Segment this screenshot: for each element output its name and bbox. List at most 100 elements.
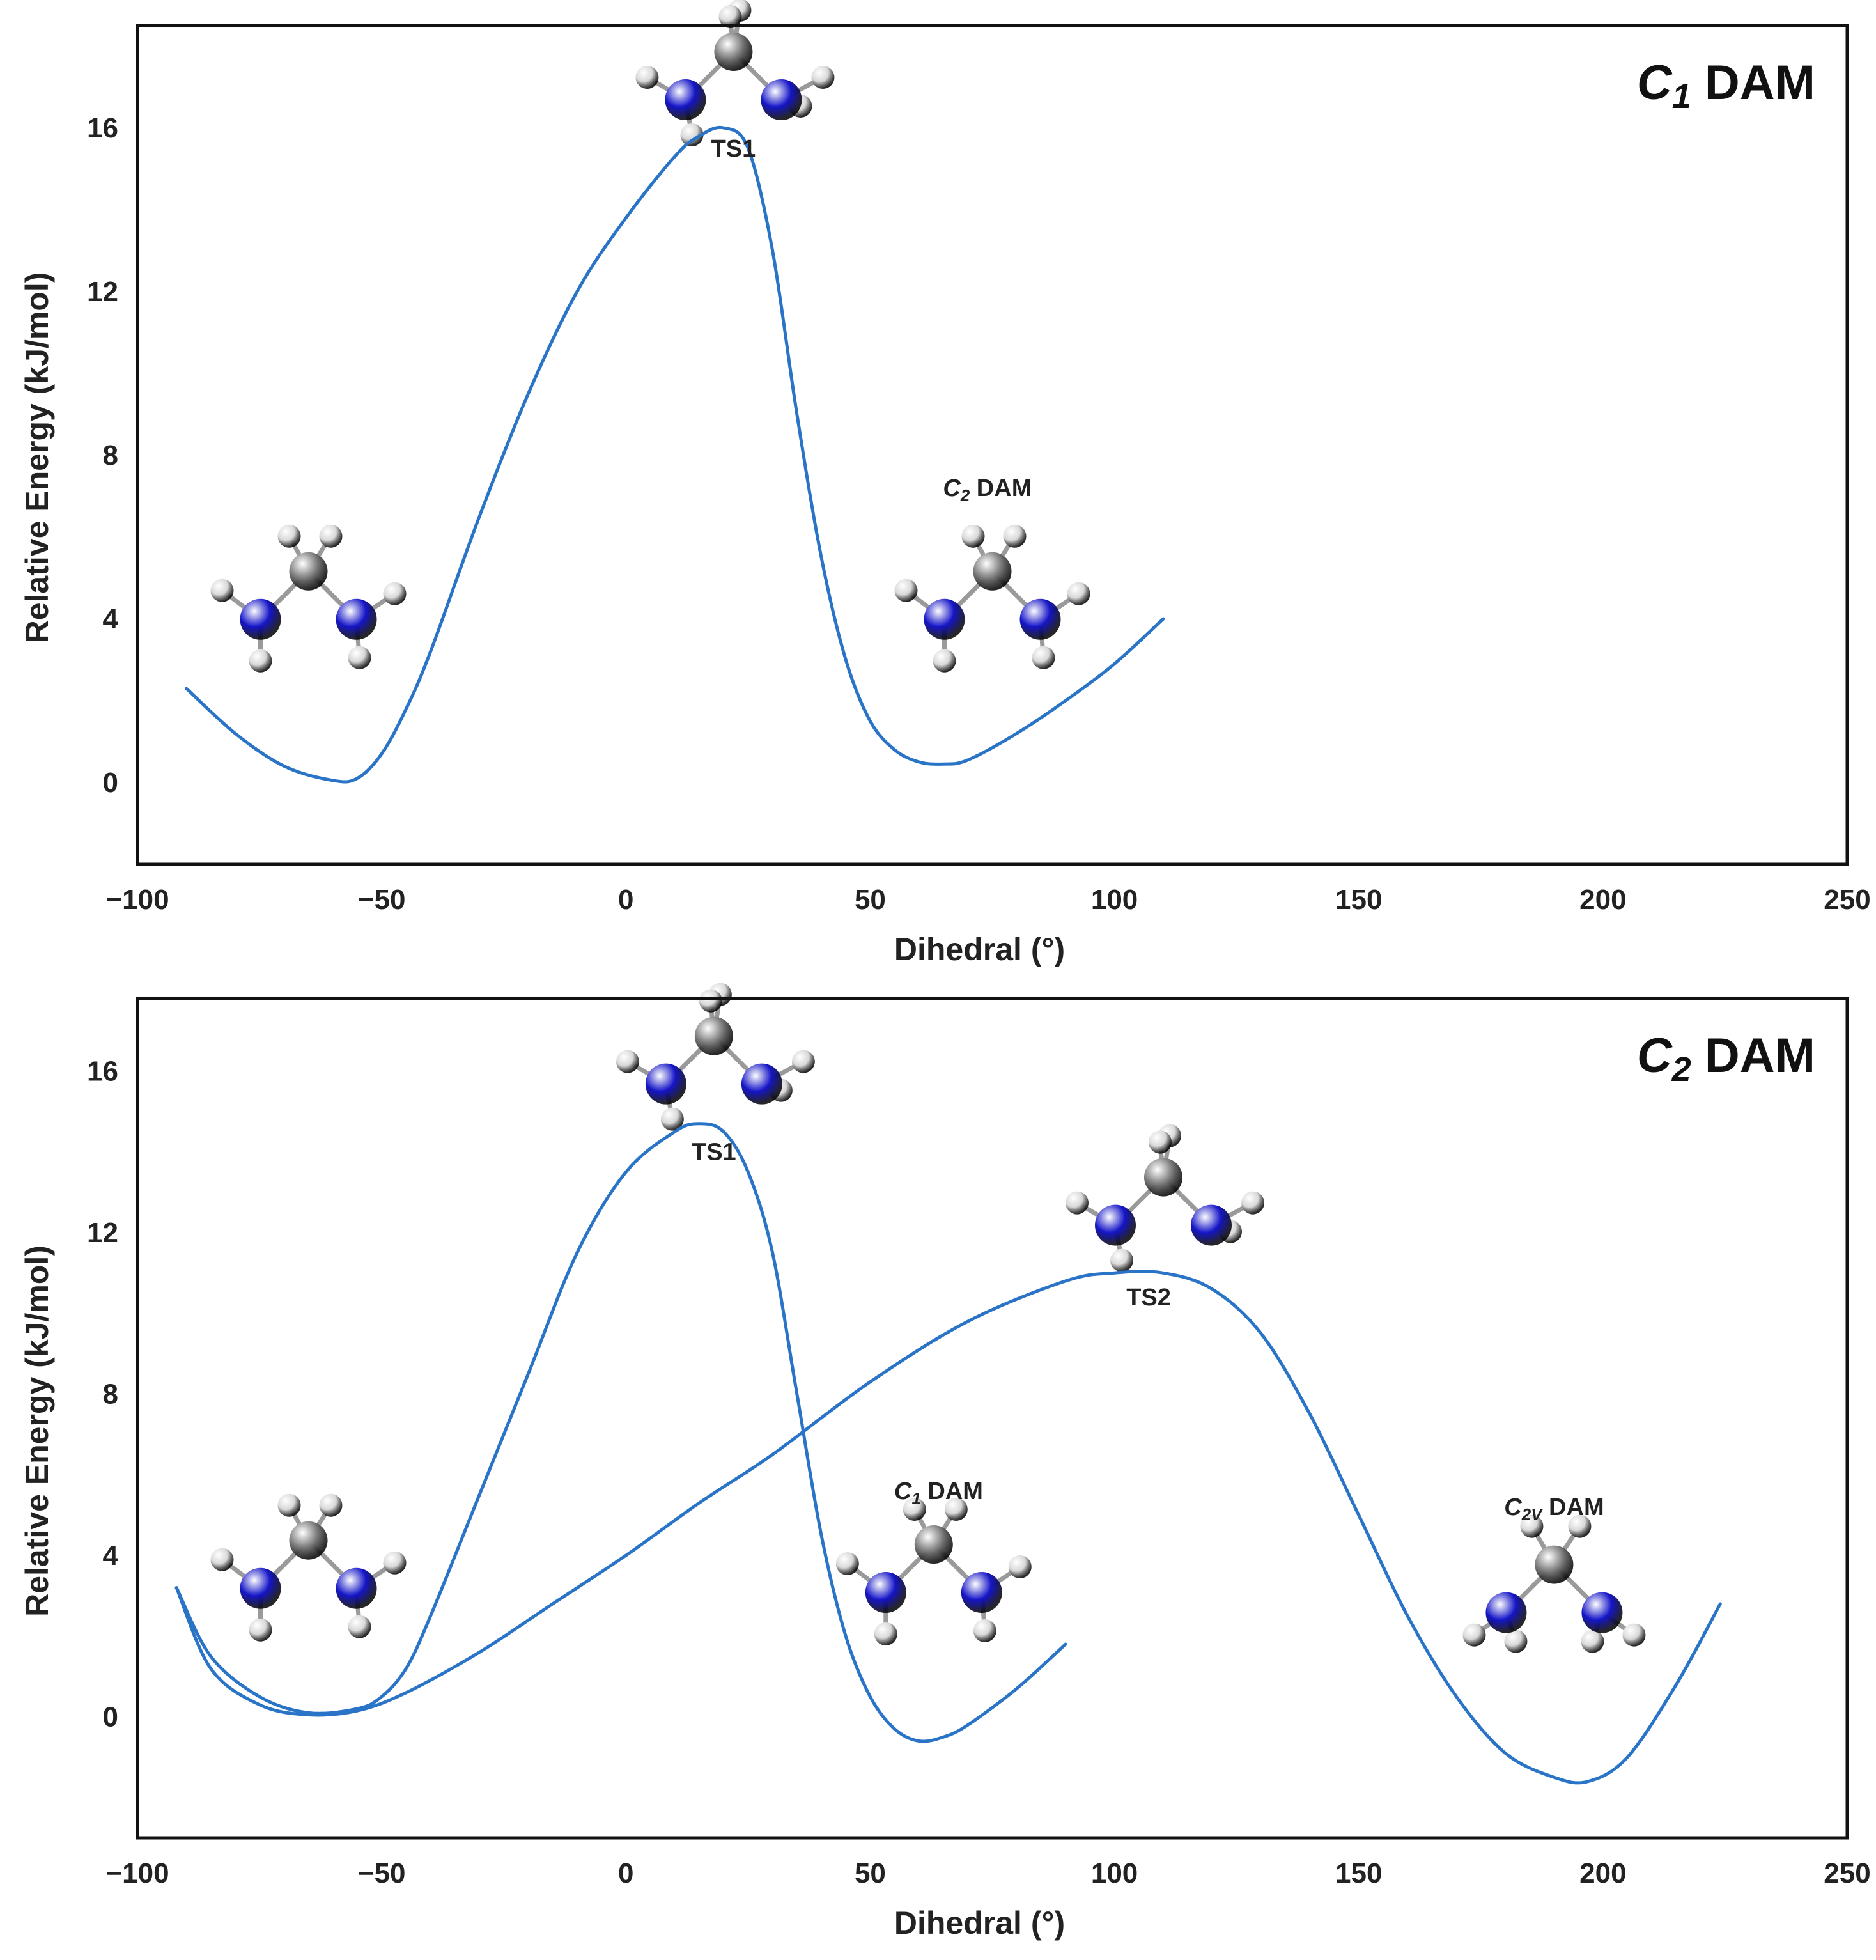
hydrogen-atom <box>319 524 343 548</box>
nitrogen-atom <box>741 1063 782 1105</box>
molecule-images <box>210 0 1090 673</box>
nitrogen-atom <box>761 79 802 120</box>
x-tick-label: −50 <box>358 884 406 915</box>
hydrogen-atom <box>1032 646 1055 669</box>
hydrogen-atom <box>894 579 918 602</box>
carbon-atom <box>714 33 753 71</box>
nitrogen-atom <box>645 1063 686 1105</box>
hydrogen-atom <box>973 1619 996 1642</box>
hydrogen-atom <box>1149 1130 1172 1154</box>
hydrogen-atom <box>699 989 722 1013</box>
carbon-atom <box>1535 1545 1574 1584</box>
x-axis-label: Dihedral (°) <box>894 1905 1065 1941</box>
annotation-c2v-dam: C2V DAM <box>1504 1494 1604 1524</box>
hydrogen-atom <box>718 5 742 28</box>
nitrogen-atom <box>865 1572 906 1613</box>
hydrogen-atom <box>791 1050 815 1073</box>
x-tick-label: 50 <box>855 884 886 915</box>
hydrogen-atom <box>1008 1555 1032 1578</box>
x-tick-label: 150 <box>1335 1858 1382 1889</box>
hydrogen-atom <box>383 1551 407 1575</box>
plot-frame <box>136 24 1849 866</box>
nitrogen-atom <box>961 1572 1002 1613</box>
hydrogen-atom <box>348 646 371 669</box>
x-tick-label: 100 <box>1091 1858 1138 1889</box>
y-tick-label: 12 <box>87 276 118 307</box>
x-tick-label: 100 <box>1091 884 1138 915</box>
panel-title: C1 DAM <box>1637 56 1815 116</box>
hydrogen-atom <box>249 1618 272 1642</box>
molecule-model <box>835 1498 1032 1645</box>
y-tick-label: 12 <box>87 1217 118 1248</box>
nitrogen-atom <box>1095 1204 1136 1246</box>
annotation-ts2: TS2 <box>1126 1284 1171 1311</box>
hydrogen-atom <box>210 579 234 602</box>
y-tick-label: 0 <box>103 1702 118 1733</box>
y-tick-label: 16 <box>87 1056 118 1087</box>
energy-curve-2 <box>174 1270 1722 1785</box>
nitrogen-atom <box>1019 598 1061 640</box>
hydrogen-atom <box>1520 1514 1544 1538</box>
panel-title: C2 DAM <box>1637 1029 1815 1089</box>
carbon-atom <box>289 552 328 591</box>
hydrogen-atom <box>874 1622 897 1645</box>
hydrogen-atom <box>1241 1191 1264 1215</box>
hydrogen-atom <box>1622 1623 1646 1647</box>
hydrogen-atom <box>635 66 659 89</box>
y-tick-label: 0 <box>103 767 118 798</box>
chart-panel-c1-dam: −100 −50 0 50 100 150 200 250 0 4 8 12 16 C1 DAM Di… <box>19 0 1871 967</box>
hydrogen-atom <box>348 1615 371 1638</box>
x-tick-label: 200 <box>1579 884 1626 915</box>
molecule-model <box>210 1493 407 1642</box>
x-axis-label: Dihedral (°) <box>894 931 1065 967</box>
chart-panel-c2-dam: −100 −50 0 50 100 150 200 250 0 4 8 12 16 C2 DAM Di… <box>19 983 1871 1941</box>
x-tick-label: 0 <box>618 1858 633 1889</box>
hydrogen-atom <box>210 1548 234 1571</box>
hydrogen-atom <box>277 524 301 548</box>
hydrogen-atom <box>319 1493 343 1517</box>
nitrogen-atom <box>1485 1592 1527 1633</box>
energy-curve-1 <box>174 1122 1067 1743</box>
x-tick-label: 250 <box>1824 884 1870 915</box>
x-tick-label: −100 <box>105 1858 169 1889</box>
y-tick-label: 4 <box>103 603 119 635</box>
hydrogen-atom <box>1568 1514 1592 1538</box>
annotation-ts1: TS1 <box>711 136 756 162</box>
y-tick-labels: 0 4 8 12 16 <box>87 113 118 798</box>
nitrogen-atom <box>240 598 281 640</box>
molecule-images <box>210 983 1646 1653</box>
x-tick-label: −50 <box>358 1858 406 1889</box>
molecule-model <box>210 524 407 673</box>
x-tick-label: 50 <box>855 1858 886 1889</box>
y-axis-label: Relative Energy (kJ/mol) <box>19 272 55 644</box>
carbon-atom <box>289 1521 328 1560</box>
hydrogen-atom <box>249 649 272 673</box>
y-tick-label: 8 <box>103 440 118 471</box>
hydrogen-atom <box>277 1493 301 1517</box>
carbon-atom <box>1144 1158 1182 1197</box>
carbon-atom <box>914 1525 953 1564</box>
hydrogen-atom <box>1504 1629 1528 1653</box>
nitrogen-atom <box>665 79 706 120</box>
energy-curve-1 <box>184 125 1165 784</box>
hydrogen-atom <box>1110 1248 1133 1272</box>
molecule-model <box>616 983 815 1131</box>
y-axis-label: Relative Energy (kJ/mol) <box>19 1245 55 1617</box>
nitrogen-atom <box>240 1567 281 1609</box>
hydrogen-atom <box>961 524 985 548</box>
molecule-model <box>1066 1124 1264 1272</box>
x-tick-labels: −100 −50 0 50 100 150 200 250 <box>105 884 1870 915</box>
nitrogen-atom <box>336 598 377 640</box>
carbon-atom <box>694 1016 733 1055</box>
nitrogen-atom <box>924 598 965 640</box>
molecule-model <box>635 0 835 146</box>
hydrogen-atom <box>835 1552 859 1575</box>
energy-curves <box>174 1122 1722 1785</box>
y-tick-label: 4 <box>103 1540 119 1571</box>
x-tick-label: 150 <box>1335 884 1382 915</box>
x-tick-labels: −100 −50 0 50 100 150 200 250 <box>105 1858 1870 1889</box>
x-tick-label: 250 <box>1824 1858 1870 1889</box>
y-tick-label: 16 <box>87 113 118 144</box>
hydrogen-atom <box>1067 582 1090 605</box>
carbon-atom <box>973 552 1012 591</box>
